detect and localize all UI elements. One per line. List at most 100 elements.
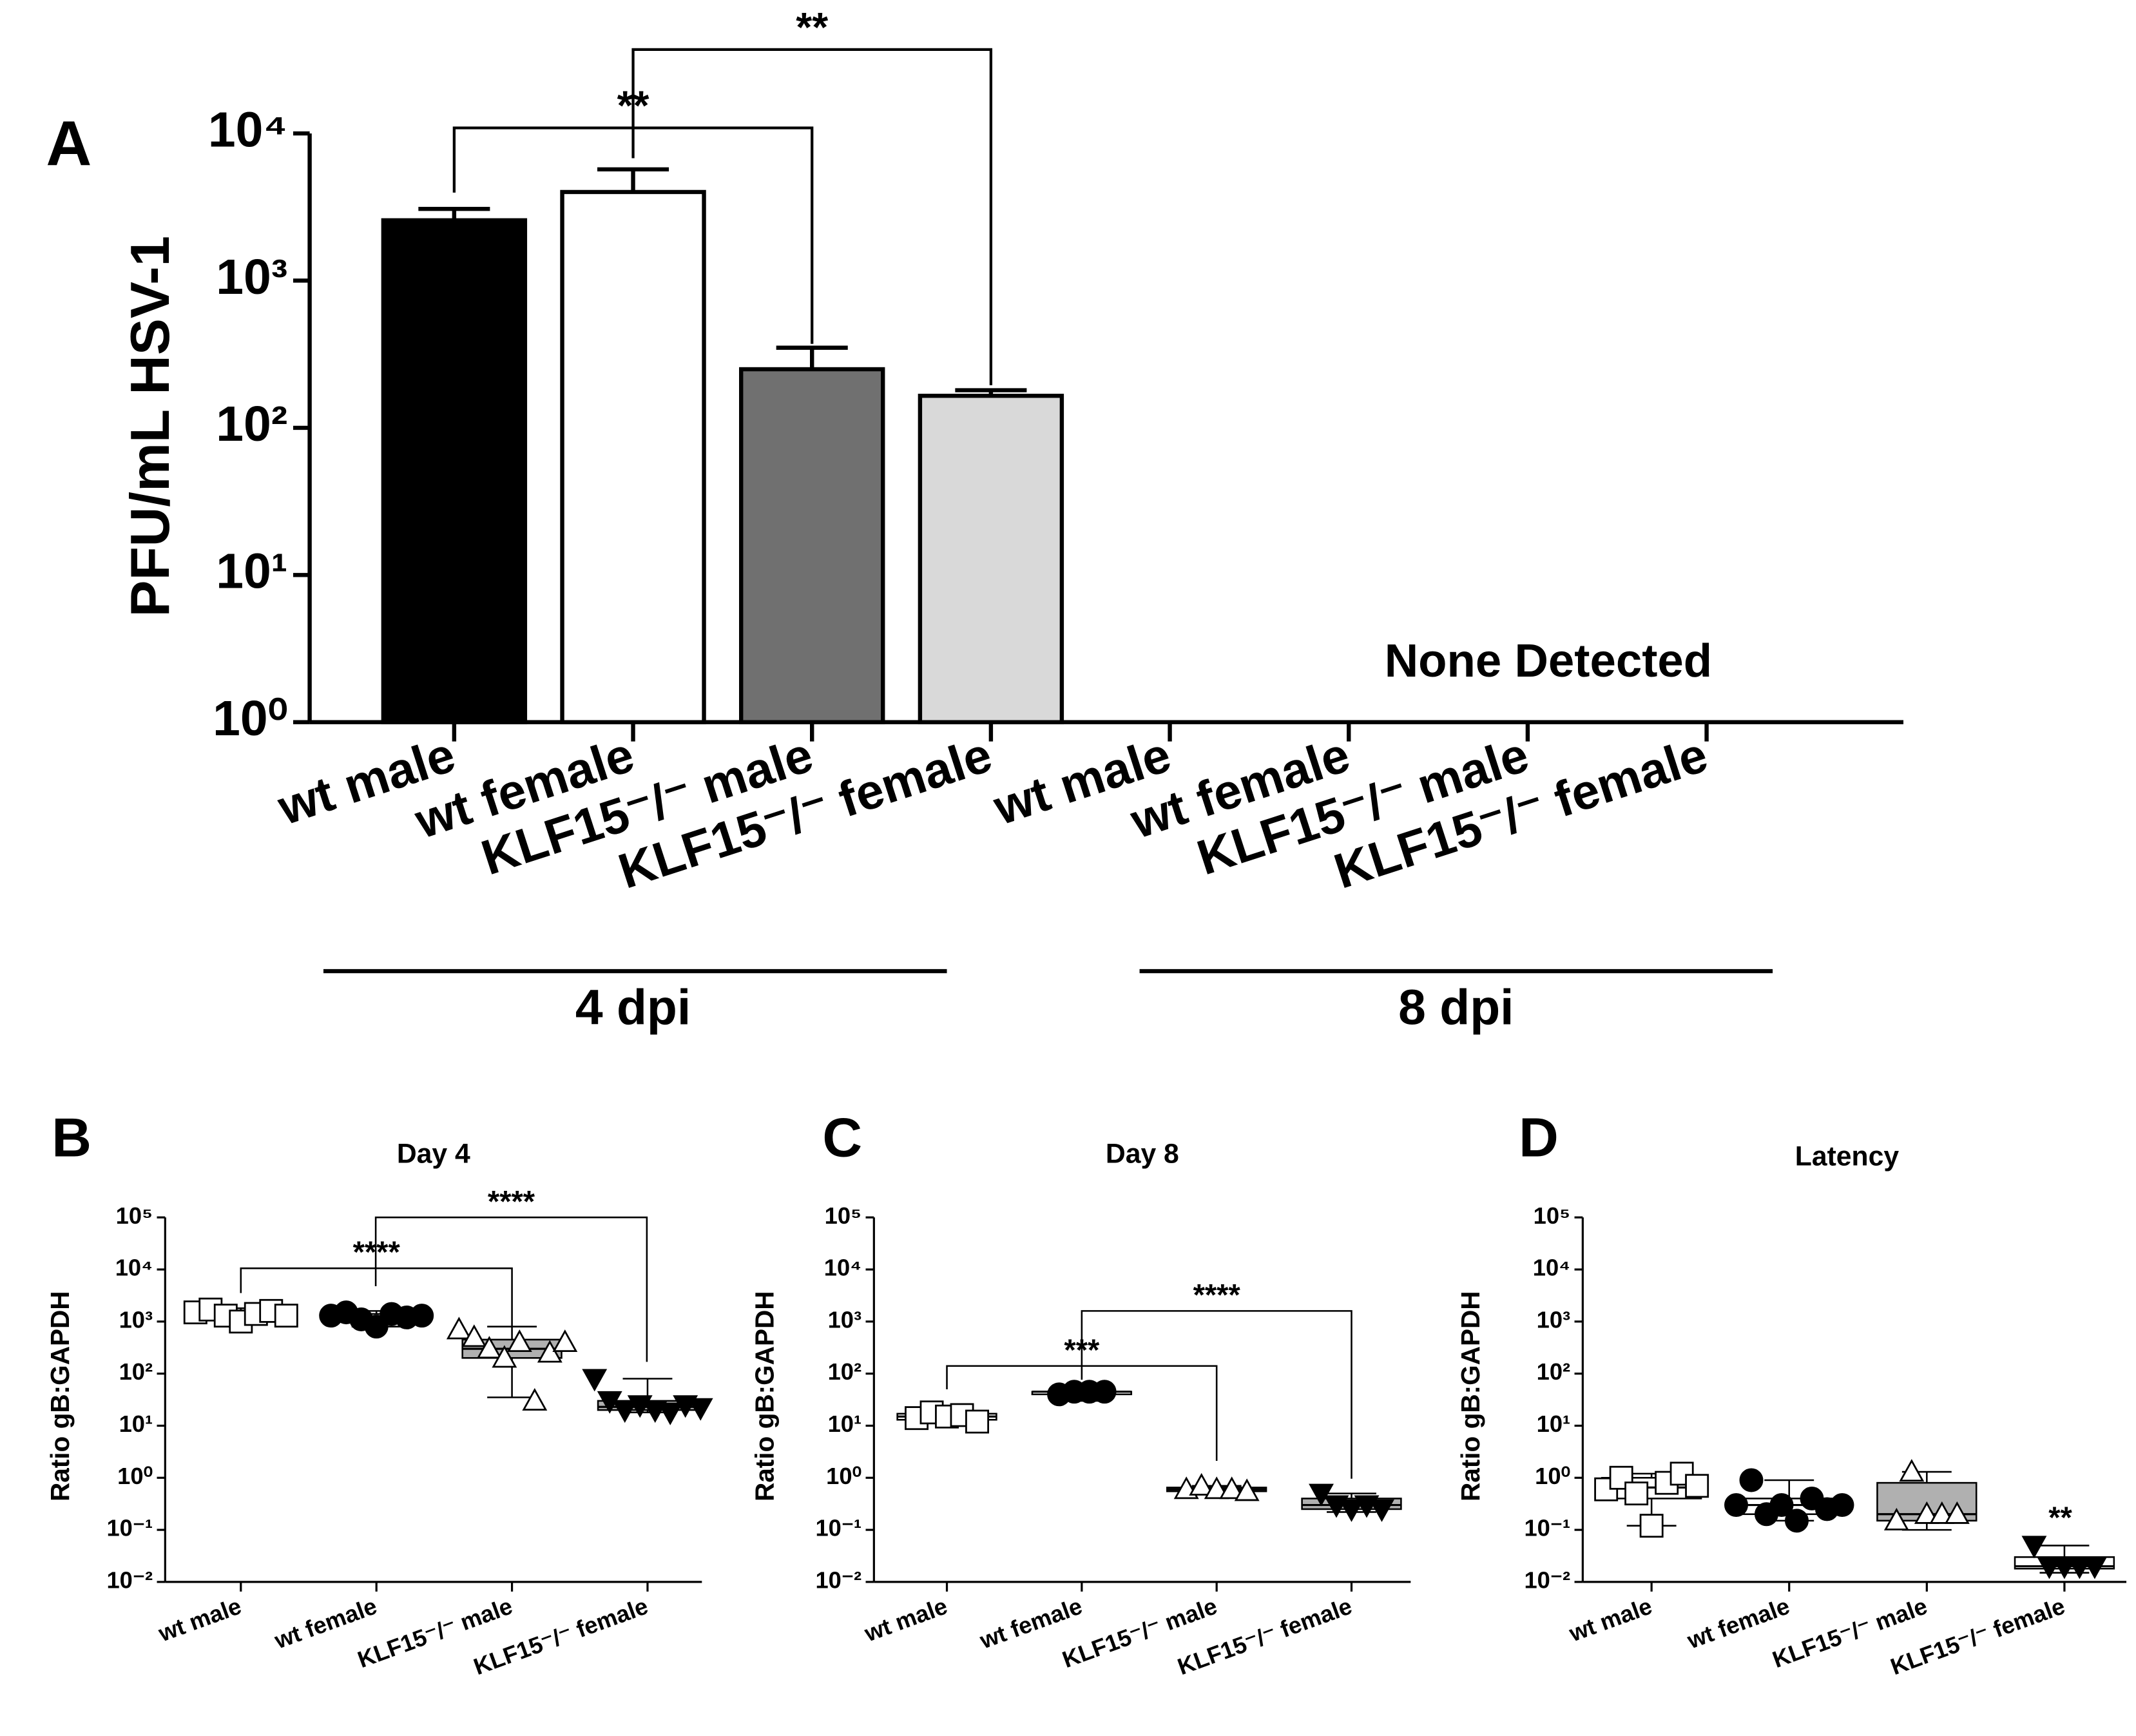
point (461, 1324, 487, 1347)
significance: **** (353, 1235, 401, 1269)
y-tick-label: 10² (828, 1358, 861, 1385)
point (2052, 1556, 2077, 1579)
point (2036, 1556, 2062, 1579)
point (657, 1402, 683, 1425)
point (1309, 1483, 1334, 1507)
point (1883, 1507, 1909, 1530)
y-tick-label: 10³ (216, 249, 287, 305)
y-tick-label: 10¹ (828, 1411, 861, 1437)
bar (560, 189, 706, 724)
point (612, 1400, 638, 1423)
y-tick-label: 10⁴ (208, 102, 288, 157)
point (1929, 1501, 1955, 1524)
y-tick-label: 10⁻¹ (106, 1515, 153, 1541)
point (1624, 1481, 1649, 1506)
y-tick-label: 10⁻¹ (1524, 1515, 1570, 1541)
panel-title: Day 4 (397, 1138, 470, 1169)
point (1830, 1493, 1854, 1518)
panel-title: Latency (1795, 1141, 1900, 1172)
point (1204, 1476, 1229, 1500)
significance: **** (488, 1184, 535, 1218)
y-tick-label: 10³ (1537, 1306, 1570, 1333)
point (1639, 1514, 1664, 1538)
significance: ** (796, 4, 828, 50)
y-tick-label: 10² (216, 396, 287, 452)
panel-title: Day 8 (1106, 1138, 1179, 1169)
point (582, 1369, 608, 1392)
point (410, 1304, 434, 1328)
y-tick-label: 10⁰ (213, 691, 287, 746)
point (1899, 1459, 1925, 1482)
point (2066, 1556, 2092, 1579)
bracket (631, 48, 993, 385)
annotation: None Detected (1385, 635, 1712, 687)
bar (381, 218, 528, 724)
point (965, 1409, 990, 1434)
panel-letter: B (52, 1107, 91, 1168)
bar (918, 394, 1064, 724)
panel-letter: C (822, 1107, 862, 1168)
point (1785, 1509, 1809, 1533)
point (688, 1398, 713, 1421)
point (552, 1329, 578, 1353)
point (1685, 1474, 1709, 1498)
y-tick-label: 10³ (828, 1306, 861, 1333)
y-tick-label: 10⁻² (815, 1567, 861, 1594)
group-label: 8 dpi (1398, 979, 1514, 1035)
x-tick-label: wt male (860, 1592, 950, 1646)
panel-letter: A (46, 108, 91, 179)
y-tick-label: 10⁴ (1533, 1255, 1570, 1281)
point (1944, 1501, 1970, 1524)
point (492, 1345, 517, 1368)
y-tick-label: 10³ (119, 1306, 153, 1333)
point (506, 1329, 532, 1353)
y-tick-label: 10⁵ (825, 1202, 861, 1229)
point (274, 1304, 298, 1328)
point (1092, 1380, 1117, 1404)
y-axis-label: Ratio gB:GAPDH (45, 1291, 75, 1501)
y-axis-label: Ratio gB:GAPDH (1456, 1291, 1485, 1501)
bracket (374, 1216, 648, 1362)
bar (739, 367, 885, 724)
bracket (1081, 1310, 1352, 1479)
y-tick-label: 10⁻¹ (815, 1515, 861, 1541)
y-tick-label: 10⁰ (117, 1463, 153, 1489)
point (446, 1316, 472, 1340)
y-axis-label: Ratio gB:GAPDH (749, 1291, 779, 1501)
y-tick-label: 10⁴ (115, 1255, 153, 1281)
significance: ** (2048, 1500, 2072, 1534)
y-tick-label: 10¹ (216, 544, 287, 599)
y-axis-label: PFU/mL HSV-1 (120, 236, 181, 617)
point (1234, 1478, 1260, 1501)
x-tick-label: wt male (155, 1592, 245, 1646)
point (1339, 1499, 1364, 1522)
point (1739, 1468, 1764, 1492)
y-tick-label: 10² (119, 1358, 153, 1385)
significance: **** (1193, 1277, 1241, 1311)
point (2021, 1536, 2047, 1559)
panel-letter: D (1519, 1107, 1559, 1168)
point (1189, 1472, 1215, 1496)
y-tick-label: 10⁴ (824, 1255, 861, 1281)
y-tick-label: 10¹ (119, 1411, 153, 1437)
point (1219, 1476, 1245, 1500)
y-tick-label: 10⁰ (1535, 1463, 1570, 1489)
y-tick-label: 10⁻² (106, 1567, 153, 1594)
point (1914, 1501, 1939, 1524)
y-tick-label: 10⁵ (1534, 1202, 1570, 1229)
y-tick-label: 10¹ (1537, 1411, 1570, 1437)
y-tick-label: 10⁵ (116, 1202, 153, 1229)
point (1724, 1493, 1748, 1518)
point (522, 1387, 548, 1411)
y-tick-label: 10⁰ (826, 1463, 861, 1489)
y-tick-label: 10² (1537, 1358, 1570, 1385)
y-tick-label: 10⁻² (1524, 1567, 1570, 1594)
group-label: 4 dpi (575, 979, 691, 1035)
point (476, 1336, 502, 1359)
point (2082, 1556, 2108, 1579)
point (1769, 1493, 1794, 1518)
point (364, 1315, 389, 1339)
point (1369, 1499, 1394, 1522)
